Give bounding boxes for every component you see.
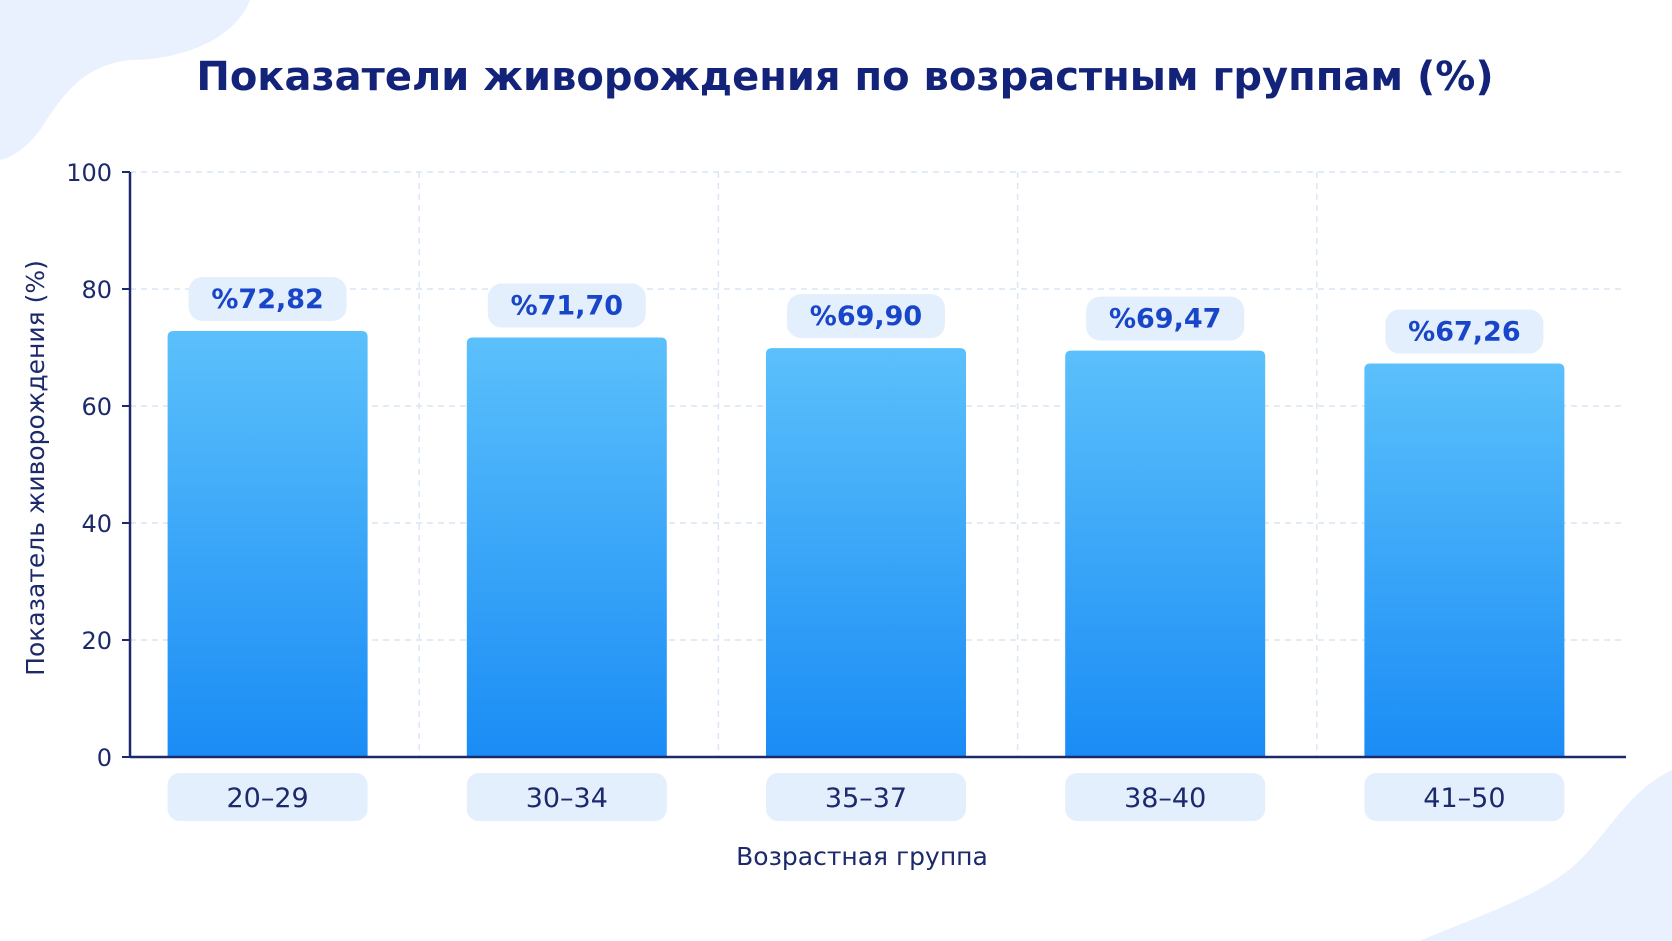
value-label-pill <box>487 283 646 328</box>
decorative-blob-top-left <box>0 0 250 160</box>
value-label: %69,90 <box>810 301 922 332</box>
value-label: %69,47 <box>1109 304 1221 335</box>
x-tick-label: 41–50 <box>1423 783 1505 814</box>
y-tick-label: 80 <box>81 276 112 304</box>
bar <box>766 348 966 757</box>
x-tick-label: 35–37 <box>825 783 907 814</box>
chart-title: Показатели живорождения по возрастным гр… <box>196 54 1493 100</box>
value-label-pill <box>787 294 945 339</box>
bar <box>1065 350 1266 757</box>
category-pill <box>1364 773 1565 821</box>
y-tick-label: 100 <box>66 159 112 187</box>
bar <box>466 337 667 757</box>
value-label: %67,26 <box>1408 317 1520 348</box>
y-tick-label: 60 <box>81 393 112 421</box>
value-label: %71,70 <box>511 291 623 322</box>
y-tick-label: 20 <box>81 627 112 655</box>
x-tick-label: 20–29 <box>226 783 308 814</box>
x-axis-label: Возрастная группа <box>736 842 988 871</box>
y-tick-label: 0 <box>97 744 112 772</box>
bar <box>167 331 368 757</box>
y-axis-label: Показатель живорождения (%) <box>21 260 50 676</box>
y-tick-label: 40 <box>81 510 112 538</box>
decorative-blob-bottom-right <box>1420 770 1672 941</box>
axes <box>122 171 1626 759</box>
x-tick-labels: 20–29 30–34 35–37 38–40 41–50 <box>167 773 1565 821</box>
category-pill <box>466 773 667 821</box>
value-label: %72,82 <box>211 284 323 315</box>
category-pill <box>1065 773 1266 821</box>
x-tick-label: 38–40 <box>1124 783 1206 814</box>
value-labels: %72,82 %71,70 %69,90 %69,47 %67,26 <box>188 277 1544 354</box>
value-label-pill <box>188 277 347 322</box>
bar <box>1364 363 1565 757</box>
category-pill <box>167 773 368 821</box>
y-tick-labels: 0 20 40 60 80 100 <box>66 159 112 772</box>
category-pill <box>766 773 966 821</box>
value-label-pill <box>1385 309 1544 354</box>
x-tick-label: 30–34 <box>526 783 608 814</box>
value-label-pill <box>1086 296 1245 341</box>
bars <box>167 331 1565 757</box>
